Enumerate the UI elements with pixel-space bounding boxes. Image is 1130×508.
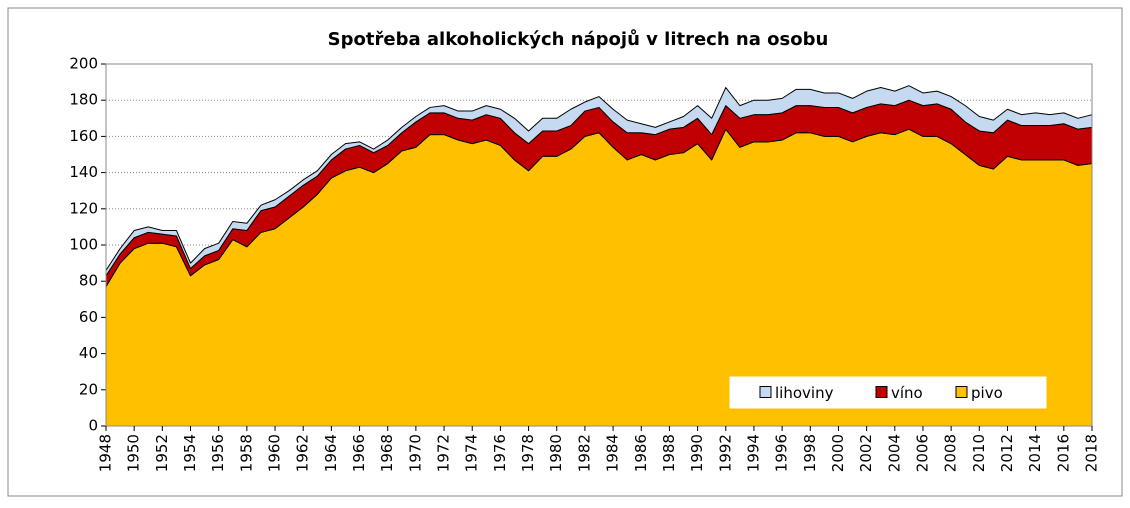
x-tick-label: 1958	[237, 434, 255, 472]
x-tick-label: 1956	[209, 434, 227, 472]
legend-swatch	[955, 386, 968, 398]
x-tick-label: 1996	[773, 434, 791, 472]
x-tick-label: 2012	[998, 434, 1016, 472]
y-tick-label: 200	[69, 55, 98, 73]
x-tick-label: 1966	[350, 434, 368, 472]
x-tick-label: 1972	[435, 434, 453, 472]
x-tick-label: 1970	[406, 434, 424, 472]
y-tick-label: 80	[79, 272, 98, 290]
y-tick-label: 160	[69, 127, 98, 145]
x-tick-label: 1950	[125, 434, 143, 472]
x-tick-label: 1994	[744, 434, 762, 472]
legend-label: pivo	[971, 384, 1003, 402]
x-tick-label: 1988	[660, 434, 678, 472]
y-tick-label: 140	[69, 163, 98, 181]
chart-title: Spotřeba alkoholických nápojů v litrech …	[328, 28, 829, 50]
x-tick-label: 2002	[857, 434, 875, 472]
x-tick-label: 1952	[153, 434, 171, 472]
y-tick-label: 40	[79, 344, 98, 362]
x-tick-label: 1980	[547, 434, 565, 472]
legend-swatch	[759, 386, 772, 398]
legend-label: lihoviny	[775, 384, 834, 402]
x-tick-label: 2000	[829, 434, 847, 472]
x-tick-label: 2008	[942, 434, 960, 472]
y-tick-label: 20	[79, 380, 98, 398]
y-tick-label: 60	[79, 308, 98, 326]
x-tick-label: 1948	[97, 434, 115, 472]
x-tick-label: 1986	[632, 434, 650, 472]
x-tick-label: 2014	[1026, 434, 1044, 472]
x-tick-label: 1968	[378, 434, 396, 472]
x-tick-label: 1962	[294, 434, 312, 472]
x-tick-label: 1978	[519, 434, 537, 472]
x-tick-label: 2018	[1083, 434, 1101, 472]
x-tick-label: 1976	[491, 434, 509, 472]
y-tick-label: 100	[69, 236, 98, 254]
x-tick-label: 1990	[688, 434, 706, 472]
legend-swatch	[875, 386, 888, 398]
x-tick-label: 1964	[322, 434, 340, 472]
legend-label: víno	[891, 384, 923, 402]
legend-box	[729, 376, 1047, 409]
y-tick-label: 180	[69, 91, 98, 109]
x-tick-label: 2010	[970, 434, 988, 472]
x-tick-label: 1974	[463, 434, 481, 472]
x-tick-label: 1954	[181, 434, 199, 472]
x-tick-label: 1984	[604, 434, 622, 472]
plot-frame	[105, 63, 1093, 427]
x-tick-label: 1960	[266, 434, 284, 472]
x-tick-label: 2016	[1054, 434, 1072, 472]
x-tick-label: 1982	[575, 434, 593, 472]
y-tick-label: 120	[69, 199, 98, 217]
x-tick-label: 2006	[913, 434, 931, 472]
x-tick-label: 1992	[716, 434, 734, 472]
y-tick-label: 0	[88, 417, 98, 435]
x-tick-label: 1998	[801, 434, 819, 472]
x-tick-label: 2004	[885, 434, 903, 472]
